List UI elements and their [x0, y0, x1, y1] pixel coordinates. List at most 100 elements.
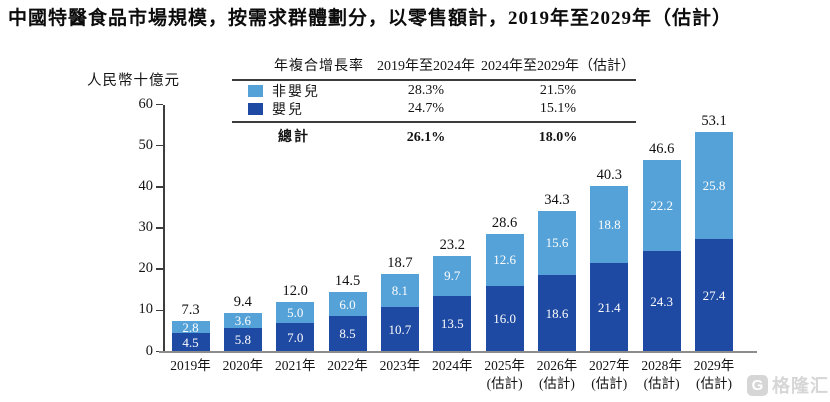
legend-label-infant: 嬰兒 [272, 103, 304, 118]
bar-value-infant-2021年: 7.0 [287, 329, 304, 345]
cagr-row-non-infant: 非嬰兒 28.3% 21.5% [232, 81, 636, 100]
bar-value-non-infant-2025年: 12.6 [493, 252, 516, 268]
cagr-infant-period1: 24.7% [407, 101, 445, 116]
legend-label-non-infant: 非嬰兒 [272, 85, 320, 100]
cagr-header-period-2024-2029: 2024年至2029年（估計） [481, 59, 635, 74]
bar-value-non-infant-2023年: 8.1 [391, 283, 409, 299]
bar-total-label-2023年: 18.7 [387, 255, 413, 272]
y-axis-line [163, 104, 165, 352]
cagr-row-total: 總計 26.1% 18.0% [232, 121, 636, 145]
bar-segment-infant-2022年: 8.5 [328, 316, 367, 352]
cagr-total-label: 總計 [278, 130, 310, 145]
x-axis-label-2023年: 2023年 [379, 358, 421, 373]
bar-2022年: 6.0 8.5 [328, 291, 367, 352]
y-tick-label-20: 20 [138, 260, 154, 277]
bar-segment-non-infant-2019年: 2.8 [171, 319, 210, 335]
bar-value-non-infant-2024年: 9.7 [444, 268, 461, 284]
bar-total-label-2020年: 9.4 [233, 293, 252, 310]
bar-segment-infant-2026年: 18.6 [537, 274, 576, 352]
bar-2029年: 25.8 27.4 [695, 132, 733, 352]
bar-total-label-2021年: 12.0 [282, 283, 308, 300]
x-axis-label-2028年: 2028年 (估計) [641, 358, 682, 391]
y-tick-label-40: 40 [138, 177, 154, 194]
bar-2025年: 12.6 16.0 [485, 233, 524, 352]
bar-segment-non-infant-2029年: 25.8 [695, 132, 733, 239]
bar-total-label-2024年: 23.2 [439, 236, 465, 253]
y-tick-50 [156, 144, 163, 147]
bar-value-infant-2020年: 5.8 [234, 332, 251, 348]
x-axis-label-2019年: 2019年 [170, 358, 211, 373]
bar-segment-infant-2024年: 13.5 [433, 295, 472, 352]
bar-value-non-infant-2021年: 5.0 [287, 304, 304, 320]
bar-segment-non-infant-2026年: 15.6 [537, 210, 576, 275]
bar-segment-infant-2028年: 24.3 [642, 251, 681, 352]
bar-2024年: 9.7 13.5 [433, 255, 472, 352]
cagr-non-infant-period2: 21.5% [539, 83, 577, 98]
x-axis-label-2024年: 2024年 [432, 358, 473, 373]
legend-swatch-non-infant-icon [248, 85, 263, 97]
x-axis-line [159, 350, 757, 353]
x-axis-label-2025年: 2025年 (估計) [484, 358, 525, 391]
y-tick-10 [156, 309, 163, 312]
bar-2028年: 22.2 24.3 [642, 160, 681, 352]
bar-segment-non-infant-2022年: 6.0 [328, 291, 367, 317]
gelonghui-watermark: G 格隆汇 [747, 372, 829, 398]
bar-segment-non-infant-2020年: 3.6 [223, 312, 262, 328]
bar-value-infant-2025年: 16.0 [493, 311, 516, 327]
cagr-table: 年複合增長率 2019年至2024年 2024年至2029年（估計） 非嬰兒 2… [232, 55, 636, 145]
bar-value-non-infant-2028年: 22.2 [650, 198, 674, 214]
bar-value-infant-2019年: 4.5 [182, 334, 199, 350]
cagr-total-period2: 18.0% [538, 130, 578, 145]
y-axis-title: 人民幣十億元 [87, 73, 180, 89]
chart-title: 中國特醫食品市場規模，按需求群體劃分，以零售額計，2019年至2029年（估計） [8, 8, 733, 29]
bar-value-infant-2029年: 27.4 [702, 287, 726, 303]
y-tick-30 [156, 227, 163, 229]
bar-value-infant-2024年: 13.5 [440, 316, 464, 332]
bar-2027年: 18.8 21.4 [590, 186, 629, 352]
bar-total-label-2029年: 53.1 [701, 113, 727, 130]
y-tick-label-10: 10 [138, 301, 154, 318]
y-tick-60 [156, 103, 163, 106]
bar-2019年: 2.8 4.5 [171, 319, 210, 352]
x-axis-label-2022年: 2022年 [327, 358, 368, 373]
bar-segment-non-infant-2024年: 9.7 [433, 255, 472, 296]
bar-segment-infant-2029年: 27.4 [695, 238, 733, 352]
bar-value-non-infant-2026年: 15.6 [545, 235, 569, 251]
bar-value-non-infant-2027年: 18.8 [597, 217, 621, 233]
bar-segment-infant-2019年: 4.5 [171, 332, 210, 352]
bar-value-non-infant-2022年: 6.0 [339, 296, 356, 312]
x-axis-label-2029年: 2029年 (估計) [693, 358, 735, 391]
cagr-header-period-2019-2024: 2019年至2024年 [377, 59, 475, 74]
bar-2026年: 15.6 18.6 [537, 210, 576, 352]
cagr-total-period1: 26.1% [406, 130, 446, 145]
cagr-row-infant: 嬰兒 24.7% 15.1% [232, 99, 636, 118]
bar-value-non-infant-2029年: 25.8 [702, 178, 726, 194]
bar-segment-infant-2020年: 5.8 [223, 327, 262, 352]
bar-value-infant-2028年: 24.3 [650, 293, 674, 309]
gelonghui-logo-text: 格隆汇 [772, 376, 829, 396]
bar-segment-infant-2021年: 7.0 [276, 322, 315, 352]
bar-segment-non-infant-2027年: 18.8 [590, 186, 629, 264]
cagr-infant-period2: 15.1% [539, 101, 577, 116]
bar-value-infant-2027年: 21.4 [597, 299, 621, 315]
bar-segment-infant-2027年: 21.4 [590, 263, 629, 352]
x-axis-label-2021年: 2021年 [274, 358, 316, 373]
bar-segment-infant-2025年: 16.0 [485, 285, 524, 352]
bar-value-non-infant-2019年: 2.8 [182, 319, 199, 335]
y-tick-40 [156, 186, 163, 188]
bar-segment-infant-2023年: 10.7 [380, 307, 419, 352]
bar-total-label-2026年: 34.3 [544, 191, 570, 208]
bar-segment-non-infant-2023年: 8.1 [380, 274, 419, 308]
bar-total-label-2028年: 46.6 [648, 141, 675, 158]
bar-2023年: 8.1 10.7 [380, 274, 419, 352]
cagr-non-infant-period1: 28.3% [407, 83, 445, 98]
bar-value-non-infant-2020年: 3.6 [234, 312, 251, 328]
bar-value-infant-2023年: 10.7 [388, 321, 412, 337]
x-axis-label-2027年: 2027年 (估計) [589, 358, 630, 391]
legend-swatch-infant-icon [248, 103, 263, 115]
y-tick-20 [156, 268, 163, 270]
bar-segment-non-infant-2028年: 22.2 [642, 160, 681, 252]
bar-value-infant-2022年: 8.5 [339, 326, 356, 342]
x-axis-label-2026年: 2026年 (估計) [536, 358, 578, 391]
